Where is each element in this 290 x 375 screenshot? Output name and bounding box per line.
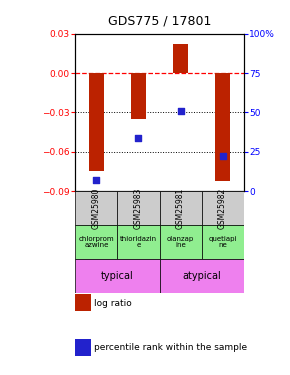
Text: thioridazin
e: thioridazin e bbox=[120, 236, 157, 248]
Text: agent: agent bbox=[0, 374, 1, 375]
Bar bbox=[117, 225, 160, 259]
Text: percentile rank within the sample: percentile rank within the sample bbox=[94, 344, 247, 352]
Text: GSM25982: GSM25982 bbox=[218, 188, 227, 229]
Bar bbox=[202, 191, 244, 225]
Text: atypical: atypical bbox=[182, 271, 221, 280]
Point bbox=[94, 177, 99, 183]
Text: typical: typical bbox=[101, 271, 134, 280]
Bar bbox=[131, 73, 146, 119]
Point bbox=[178, 108, 183, 114]
Text: chlorprom
azwine: chlorprom azwine bbox=[79, 236, 114, 248]
Text: GDS775 / 17801: GDS775 / 17801 bbox=[108, 14, 211, 27]
Bar bbox=[160, 191, 202, 225]
Bar bbox=[160, 259, 244, 292]
Bar bbox=[75, 191, 117, 225]
Text: olanzap
ine: olanzap ine bbox=[167, 236, 194, 248]
Bar bbox=[160, 225, 202, 259]
Text: other: other bbox=[0, 374, 1, 375]
Bar bbox=[75, 225, 117, 259]
Text: log ratio: log ratio bbox=[94, 298, 132, 307]
Text: GSM25981: GSM25981 bbox=[176, 188, 185, 229]
Text: GSM25980: GSM25980 bbox=[92, 187, 101, 229]
Bar bbox=[202, 225, 244, 259]
Text: quetiapi
ne: quetiapi ne bbox=[208, 236, 237, 248]
Point bbox=[136, 135, 141, 141]
Bar bbox=[117, 191, 160, 225]
Point bbox=[220, 153, 225, 159]
Bar bbox=[215, 73, 230, 180]
Text: GSM25983: GSM25983 bbox=[134, 187, 143, 229]
Bar bbox=[75, 259, 160, 292]
Bar bbox=[173, 44, 188, 73]
Bar bbox=[89, 73, 104, 171]
